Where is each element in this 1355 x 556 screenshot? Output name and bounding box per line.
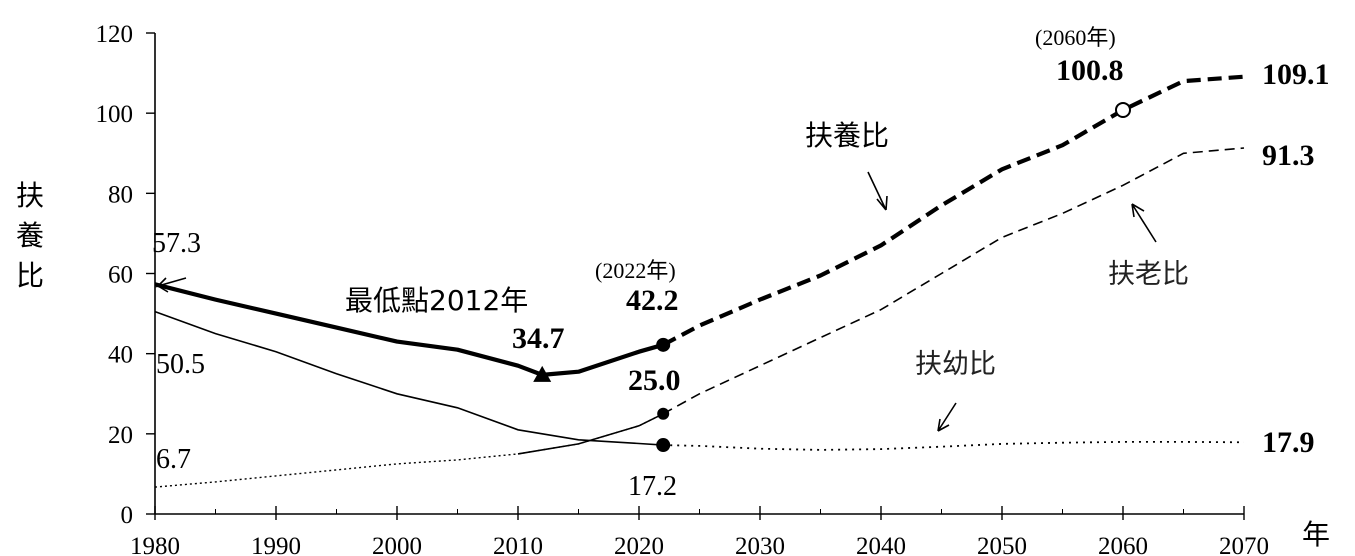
x-axis-title: 年 [1302,518,1330,551]
label-year-2022: (2022年) [595,258,676,283]
label-old-2022: 25.0 [628,364,681,397]
marker-total-2022 [656,337,671,352]
x-tick-label: 1980 [130,533,180,556]
annotation-arrows [155,171,1157,432]
series-child-line-observed [154,310,664,446]
marker-child-2022 [656,438,671,453]
x-tick-label: 2020 [614,533,664,556]
series-child-line-projected [663,440,1245,451]
label-total-2060: 100.8 [1056,54,1124,87]
series-old-line-observed [154,413,664,488]
label-start-total: 57.3 [152,228,201,259]
y-tick-label: 80 [108,181,133,208]
series-label-old: 扶老比 [1108,259,1189,290]
y-tick-label: 40 [108,342,133,369]
label-end-old: 91.3 [1262,139,1315,172]
label-start-old: 6.7 [156,444,191,475]
series-total-line-observed [154,282,664,377]
label-lowest: 最低點2012年 [345,284,528,317]
label-lowest-value: 34.7 [512,322,565,355]
arrow-series-total [867,171,888,211]
series-label-total: 扶養比 [805,119,889,152]
x-tick-label: 1990 [251,533,301,556]
arrow-series-child [937,402,957,432]
x-tick-label: 2000 [372,533,422,556]
arrow-start-total [155,277,187,293]
label-year-2060: (2060年) [1035,25,1116,50]
series-total-line-projected [662,74,1245,347]
x-tick-label: 2040 [856,533,906,556]
arrow-series-old [1131,203,1157,243]
series-label-child: 扶幼比 [915,349,996,380]
y-tick-label: 120 [96,21,134,48]
label-end-child: 17.9 [1262,426,1315,459]
label-end-total: 109.1 [1262,58,1330,91]
y-axis-title-char-2: 養 [16,219,44,252]
series-lines [154,74,1245,488]
series-old-line-observed-solid [517,413,664,455]
x-tick-label: 2010 [493,533,543,556]
x-tick-label: 2030 [735,533,785,556]
label-total-2022: 42.2 [626,284,679,317]
marker-old-2022 [657,407,670,420]
series-old-line-projected [662,147,1245,415]
y-tick-label: 60 [108,262,133,289]
y-tick-label: 100 [96,101,134,128]
y-axis-title-char-3: 比 [16,259,44,292]
y-axis-title-char-1: 扶 [16,179,44,212]
x-tick-label: 2050 [977,533,1027,556]
y-tick-label: 20 [108,422,133,449]
marker-lowest-2012 [533,365,552,382]
y-tick-label: 0 [121,502,134,529]
label-start-child: 50.5 [156,349,205,380]
marker-total-2060 [1115,101,1131,118]
label-child-2022: 17.2 [628,471,677,502]
markers [533,101,1131,453]
x-tick-label: 2060 [1098,533,1148,556]
x-tick-label: 2070 [1219,533,1269,556]
axes [146,32,1245,520]
